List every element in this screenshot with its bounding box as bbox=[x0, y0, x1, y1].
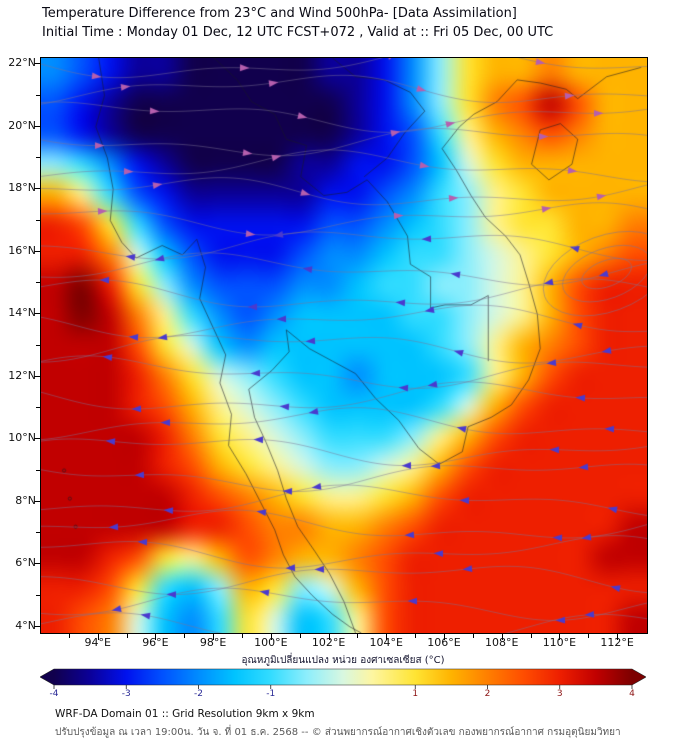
lat-tick bbox=[34, 250, 40, 252]
lon-tick bbox=[559, 634, 561, 640]
colorbar-tick-value: 4 bbox=[629, 689, 635, 699]
lon-axis-label: 100°E bbox=[254, 636, 288, 649]
lon-tick bbox=[242, 634, 243, 638]
weather-map-canvas bbox=[41, 58, 647, 633]
lon-axis-label: 106°E bbox=[427, 636, 461, 649]
lat-tick bbox=[36, 532, 40, 533]
map-frame bbox=[40, 57, 648, 634]
colorbar-tick-value: -3 bbox=[121, 689, 131, 699]
lat-tick bbox=[34, 500, 40, 502]
colorbar bbox=[40, 668, 646, 689]
colorbar-tick-value: 1 bbox=[412, 689, 419, 699]
lon-tick bbox=[184, 634, 186, 638]
lon-tick bbox=[530, 634, 532, 638]
lat-axis-label: 16°N bbox=[8, 243, 36, 257]
lon-tick bbox=[126, 634, 128, 638]
lat-tick bbox=[36, 469, 40, 471]
lon-tick bbox=[617, 634, 619, 640]
lon-tick bbox=[415, 634, 417, 638]
lon-axis-label: 94°E bbox=[84, 636, 111, 649]
lon-tick bbox=[501, 634, 503, 640]
lon-tick bbox=[472, 634, 474, 638]
lat-tick bbox=[34, 438, 40, 440]
colorbar-gradient bbox=[40, 668, 646, 686]
colorbar-tick-value: -1 bbox=[266, 689, 276, 699]
lat-tick bbox=[34, 563, 40, 565]
lon-tick bbox=[155, 634, 157, 640]
lat-tick bbox=[34, 63, 40, 65]
lat-axis-label: 12°N bbox=[8, 368, 36, 382]
lat-axis-label: 22°N bbox=[8, 56, 36, 70]
lat-tick bbox=[36, 407, 40, 408]
lon-tick bbox=[68, 634, 70, 638]
lat-axis-label: 8°N bbox=[15, 493, 36, 507]
lon-tick bbox=[328, 634, 330, 640]
colorbar-title: อุณหภูมิเปลี่ยนแปลง หน่วย องศาเซลเซียส (… bbox=[241, 655, 445, 666]
lon-axis-label: 112°E bbox=[600, 636, 634, 649]
lat-tick bbox=[36, 282, 40, 283]
lon-axis-label: 98°E bbox=[199, 636, 227, 649]
lat-axis-label: 4°N bbox=[15, 618, 36, 632]
lat-tick bbox=[36, 344, 40, 346]
colorbar-tick-value: -2 bbox=[194, 689, 203, 699]
lon-axis-label: 96°E bbox=[142, 636, 169, 649]
lat-tick bbox=[34, 375, 40, 377]
lon-axis-label: 102°E bbox=[311, 636, 346, 649]
lat-axis-label: 20°N bbox=[8, 118, 36, 132]
lat-axis-label: 10°N bbox=[8, 431, 36, 445]
colorbar-tick-value: 2 bbox=[484, 689, 491, 699]
lat-tick bbox=[36, 94, 40, 96]
lon-tick bbox=[270, 634, 272, 640]
lon-tick bbox=[97, 634, 99, 640]
page-title: Temperature Difference from 23°C and Win… bbox=[42, 6, 517, 21]
lon-tick bbox=[213, 634, 215, 640]
lat-tick bbox=[34, 313, 40, 315]
footer-domain-info: WRF-DA Domain 01 :: Grid Resolution 9km … bbox=[55, 708, 315, 720]
lon-tick bbox=[299, 634, 301, 638]
colorbar-tick-value: 3 bbox=[556, 689, 563, 699]
footer-credit-thai: ปรับปรุงข้อมูล ณ เวลา 19:00น. วัน จ. ที่… bbox=[55, 727, 621, 738]
lon-axis-label: 110°E bbox=[542, 636, 577, 649]
lon-tick bbox=[444, 634, 445, 640]
lat-tick bbox=[34, 188, 40, 190]
lon-axis-label: 104°E bbox=[369, 636, 403, 649]
lat-axis-label: 18°N bbox=[8, 181, 36, 195]
lat-axis-label: 14°N bbox=[8, 306, 36, 320]
lat-tick bbox=[34, 125, 40, 127]
lat-tick bbox=[36, 157, 40, 158]
lon-tick bbox=[588, 634, 590, 638]
lat-tick bbox=[34, 625, 40, 627]
lat-tick bbox=[36, 219, 40, 221]
lon-axis-label: 108°E bbox=[484, 636, 519, 649]
lon-tick bbox=[386, 634, 388, 640]
lon-tick bbox=[357, 634, 359, 638]
lat-axis-label: 6°N bbox=[15, 556, 36, 570]
lat-tick bbox=[36, 594, 40, 596]
colorbar-tick-value: -4 bbox=[49, 689, 59, 699]
page-subtitle: Initial Time : Monday 01 Dec, 12 UTC FCS… bbox=[42, 25, 554, 40]
